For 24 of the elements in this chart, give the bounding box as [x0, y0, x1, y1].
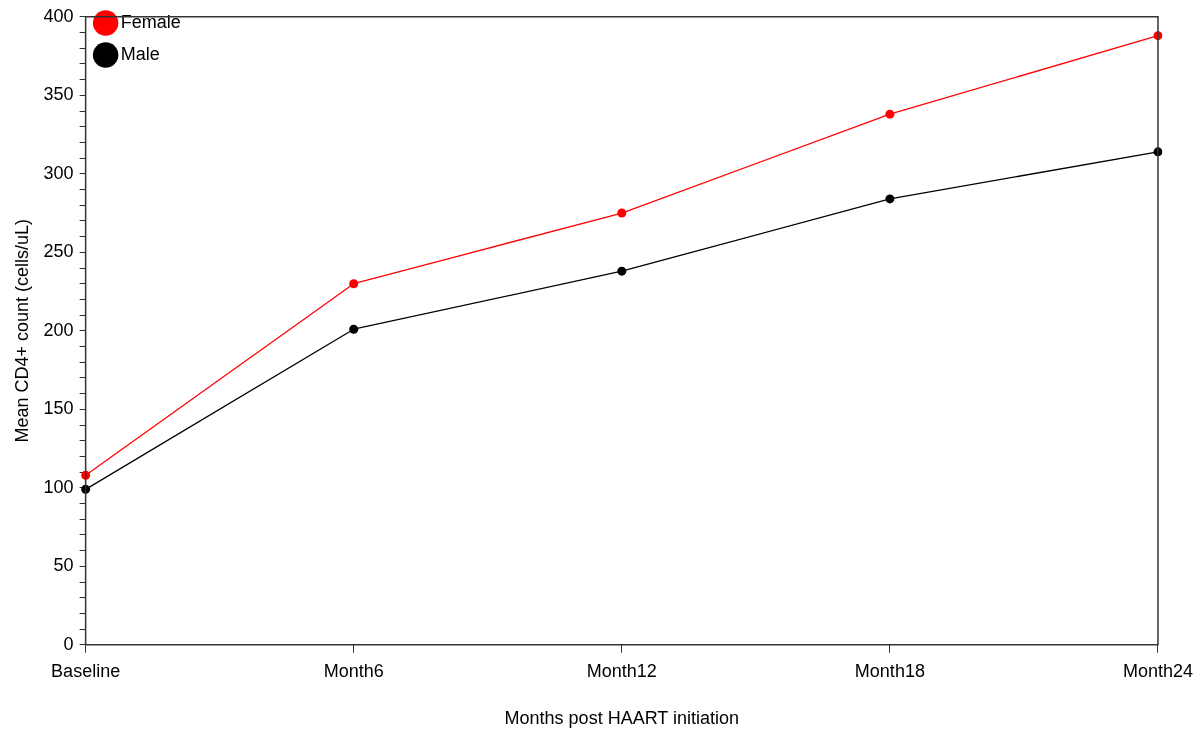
point	[617, 208, 627, 218]
y-tick-label: 100	[43, 476, 74, 497]
y-tick-label: 0	[63, 633, 74, 654]
point	[617, 266, 627, 276]
x-tick-label: Month6	[323, 660, 384, 681]
y-tick-label: 400	[43, 5, 74, 26]
point	[349, 279, 359, 289]
legend-label: Female	[120, 11, 181, 32]
point	[885, 194, 895, 204]
legend-label: Male	[120, 43, 160, 64]
y-tick-label: 50	[53, 555, 74, 576]
y-tick-label: 350	[43, 84, 74, 105]
x-axis-title: Months post HAART initiation	[504, 708, 740, 729]
y-tick-label: 200	[43, 319, 74, 340]
x-tick-label: Month24	[1122, 660, 1194, 681]
y-tick-label: 150	[43, 398, 74, 419]
point	[885, 109, 895, 119]
x-tick-label: Month12	[586, 660, 657, 681]
y-tick-label: 250	[43, 241, 74, 262]
y-tick-label: 300	[43, 162, 74, 183]
point	[349, 324, 359, 334]
x-tick-label: Month18	[854, 660, 925, 681]
x-tick-label: Baseline	[51, 660, 121, 681]
y-axis-title: Mean CD4+ count (cells/uL)	[11, 219, 32, 443]
